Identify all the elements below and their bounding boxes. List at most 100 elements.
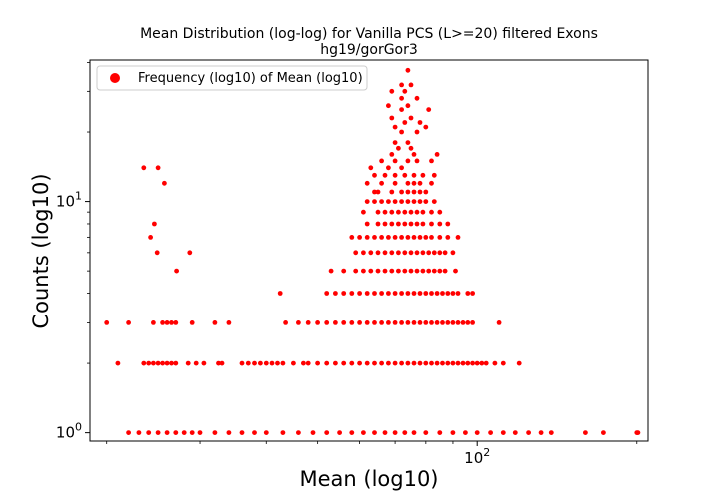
data-point [583,430,588,435]
data-point [169,360,174,366]
data-point [429,291,434,296]
legend-marker [110,73,120,83]
data-point [386,103,391,109]
data-point [389,152,395,157]
data-point [305,320,311,325]
data-point [405,291,411,296]
data-point [386,291,391,296]
data-point [408,115,414,121]
data-point [492,360,498,366]
data-point [496,320,502,325]
data-point [375,250,381,256]
data-point [379,199,384,205]
data-point [372,235,377,240]
data-point [408,221,414,227]
data-point [174,268,180,274]
data-point [361,430,366,435]
data-point [258,360,263,366]
data-point [357,360,362,366]
data-point [164,320,170,325]
data-point [408,82,414,88]
data-point [379,360,384,366]
data-point [405,199,411,205]
data-point [423,320,429,325]
data-point [349,430,355,435]
data-point [239,360,245,366]
data-point [483,360,489,366]
data-point [474,360,480,366]
data-point [429,180,434,186]
data-point [219,360,225,366]
data-point [512,430,518,435]
data-point [162,180,167,186]
data-point [402,250,408,256]
data-point [379,291,384,296]
data-point [349,320,355,325]
data-point [372,291,377,296]
data-point [169,320,174,325]
data-point [372,320,377,325]
data-point [349,235,355,240]
data-point [382,250,388,256]
data-point [136,430,142,435]
data-point [437,235,443,240]
data-point [405,360,411,366]
data-point [197,430,203,435]
data-point [405,67,411,73]
data-point [399,129,404,135]
data-point [474,430,480,435]
data-point [324,291,330,296]
data-point [126,430,131,435]
data-point [417,291,423,296]
data-point [357,291,362,296]
x-tick-label: 102 [464,446,490,467]
data-point [479,360,485,366]
y-tick-label: 100 [56,421,82,442]
data-point [437,268,443,274]
data-point [239,430,245,435]
data-point [402,172,408,178]
data-point [324,320,330,325]
data-point [414,95,420,101]
data-point [173,320,179,325]
data-point [411,430,417,435]
data-point [364,221,370,227]
data-point [392,291,398,296]
data-point [426,268,432,274]
data-point [353,268,359,274]
data-point [315,320,320,325]
data-point [364,199,370,205]
data-point [392,360,398,366]
data-point [389,115,395,121]
data-point [396,268,401,274]
data-point [115,360,121,366]
data-point [389,189,395,195]
data-point [333,320,338,325]
data-point [375,268,381,274]
data-point [212,320,218,325]
data-point [368,268,374,274]
data-point [423,235,429,240]
data-point [187,250,193,256]
data-point [372,430,377,435]
data-point [423,124,429,130]
data-point [450,320,456,325]
data-point [173,360,179,366]
data-point [399,165,404,171]
data-point [364,180,370,186]
data-point [414,250,420,256]
data-point [405,140,411,146]
data-point [164,430,170,435]
data-point [368,165,374,171]
data-point [437,430,443,435]
data-point [263,430,269,435]
data-point [423,291,429,296]
data-point [488,430,493,435]
data-point [155,360,161,366]
data-point [392,172,398,178]
data-point [291,360,296,366]
legend-entry: Frequency (log10) of Mean (log10) [138,71,363,86]
data-point [455,360,461,366]
data-point [399,82,404,88]
data-point [414,129,420,135]
